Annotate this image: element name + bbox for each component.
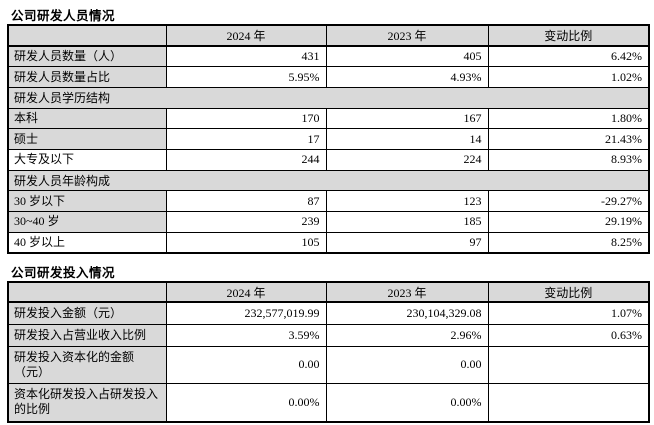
header-2024: 2024 年	[165, 24, 327, 47]
value-change: 29.19%	[487, 211, 650, 233]
row-label: 30~40 岁	[7, 211, 167, 233]
value-2023: 0.00%	[325, 382, 489, 423]
value-2024: 431	[165, 45, 327, 68]
value-change: 1.80%	[487, 107, 650, 130]
row-label: 研发人员数量（人）	[7, 45, 167, 68]
value-change: 8.25%	[487, 231, 650, 254]
value-change: 1.02%	[487, 66, 650, 88]
value-2023: 185	[325, 211, 489, 233]
value-2024: 0.00	[165, 345, 327, 384]
value-change: -29.27%	[487, 190, 650, 212]
table-row: 研发人员数量（人） 431 405 6.42%	[7, 45, 650, 68]
value-2024: 232,577,019.99	[165, 301, 327, 325]
header-change-ratio: 变动比例	[487, 281, 650, 303]
header-change-ratio: 变动比例	[487, 24, 650, 47]
rd-personnel-table: 2024 年 2023 年 变动比例 研发人员数量（人） 431 405 6.4…	[7, 24, 650, 254]
value-change: 6.42%	[487, 45, 650, 68]
row-label: 30 岁以下	[7, 190, 167, 212]
value-2023: 0.00	[325, 345, 489, 384]
table-row: 30 岁以下 87 123 -29.27%	[7, 190, 650, 212]
value-2024: 3.59%	[165, 323, 327, 347]
section-label: 研发人员学历结构	[7, 86, 650, 109]
value-2023: 4.93%	[325, 66, 489, 88]
row-label: 研发投入金额（元）	[7, 301, 167, 325]
row-label: 研发投入资本化的金额 （元）	[7, 345, 167, 384]
value-2023: 405	[325, 45, 489, 68]
value-2023: 97	[325, 231, 489, 254]
table-row: 研发投入金额（元） 232,577,019.99 230,104,329.08 …	[7, 301, 650, 325]
value-2024: 244	[165, 148, 327, 171]
header-blank-cell	[7, 24, 167, 47]
value-change: 21.43%	[487, 128, 650, 150]
table-header-row: 2024 年 2023 年 变动比例	[7, 24, 650, 47]
table-row: 研发投入资本化的金额 （元） 0.00 0.00	[7, 345, 650, 384]
table-row: 资本化研发投入占研发投入 的比例 0.00% 0.00%	[7, 382, 650, 423]
section-row-education: 研发人员学历结构	[7, 86, 650, 109]
table-row: 本科 170 167 1.80%	[7, 107, 650, 130]
row-label: 硕士	[7, 128, 167, 150]
value-change	[487, 345, 650, 384]
rd-investment-table-title: 公司研发投入情况	[11, 266, 116, 280]
value-2023: 2.96%	[325, 323, 489, 347]
table-row: 大专及以下 244 224 8.93%	[7, 148, 650, 171]
table-row: 研发人员数量占比 5.95% 4.93% 1.02%	[7, 66, 650, 88]
rd-personnel-table-title: 公司研发人员情况	[11, 9, 116, 23]
row-label: 40 岁以上	[7, 231, 167, 254]
table-row: 研发投入占营业收入比例 3.59% 2.96% 0.63%	[7, 323, 650, 347]
table-row: 40 岁以上 105 97 8.25%	[7, 231, 650, 254]
value-2023: 123	[325, 190, 489, 212]
row-label: 研发人员数量占比	[7, 66, 167, 88]
value-change	[487, 382, 650, 423]
value-2024: 0.00%	[165, 382, 327, 423]
header-2023: 2023 年	[325, 281, 489, 303]
table-row: 30~40 岁 239 185 29.19%	[7, 211, 650, 233]
header-2024: 2024 年	[165, 281, 327, 303]
value-2024: 5.95%	[165, 66, 327, 88]
value-2024: 170	[165, 107, 327, 130]
value-change: 1.07%	[487, 301, 650, 325]
value-2024: 105	[165, 231, 327, 254]
table-header-row: 2024 年 2023 年 变动比例	[7, 281, 650, 303]
row-label: 资本化研发投入占研发投入 的比例	[7, 382, 167, 423]
row-label: 本科	[7, 107, 167, 130]
value-2023: 14	[325, 128, 489, 150]
header-blank-cell	[7, 281, 167, 303]
row-label: 研发投入占营业收入比例	[7, 323, 167, 347]
value-change: 0.63%	[487, 323, 650, 347]
section-row-age: 研发人员年龄构成	[7, 169, 650, 192]
header-2023: 2023 年	[325, 24, 489, 47]
rd-investment-table: 2024 年 2023 年 变动比例 研发投入金额（元） 232,577,019…	[7, 281, 650, 423]
value-2023: 167	[325, 107, 489, 130]
table-row: 硕士 17 14 21.43%	[7, 128, 650, 150]
value-change: 8.93%	[487, 148, 650, 171]
value-2024: 87	[165, 190, 327, 212]
value-2023: 230,104,329.08	[325, 301, 489, 325]
row-label: 大专及以下	[7, 148, 167, 171]
value-2024: 17	[165, 128, 327, 150]
section-label: 研发人员年龄构成	[7, 169, 650, 192]
value-2023: 224	[325, 148, 489, 171]
value-2024: 239	[165, 211, 327, 233]
